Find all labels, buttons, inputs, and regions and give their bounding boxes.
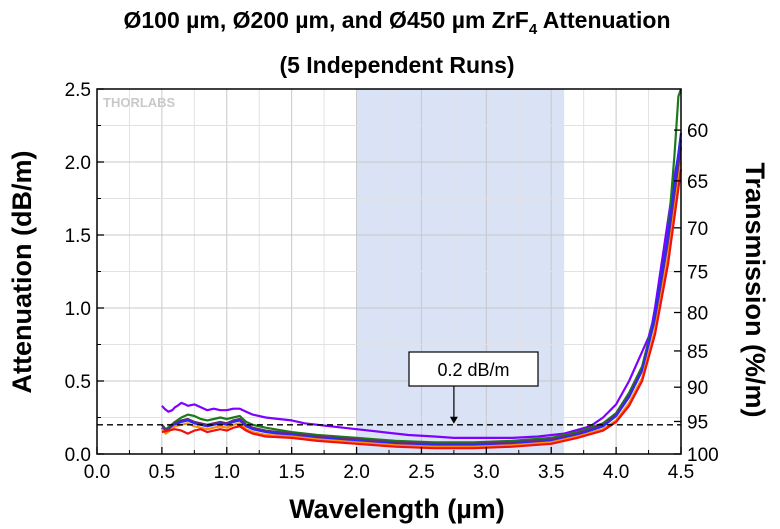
series-line-6 [161, 169, 683, 450]
x-tick-label: 1.5 [278, 462, 304, 483]
y-tick-label: 1.5 [65, 226, 91, 247]
y-tick-label: 2.0 [65, 153, 91, 174]
thorlabs-watermark: THORLABS [103, 95, 176, 110]
x-tick-label: 0.5 [149, 462, 175, 483]
grid-layer [97, 89, 681, 454]
series-line-2 [161, 88, 683, 444]
y2-tick-label: 85 [687, 342, 708, 363]
x-tick-label: 4.5 [668, 462, 694, 483]
y-tick-label: 2.5 [65, 80, 91, 101]
x-tick-label: 2.0 [343, 462, 369, 483]
tick-layer: 0.0 0.5 1.0 1.5 2.0 2.5 3.0 3.5 4.0 4.5 0.0 0.5 1.0 1… [65, 80, 719, 483]
y2-tick-label: 90 [687, 378, 708, 399]
x-tick-label: 4.0 [603, 462, 629, 483]
y2-tick-label: 65 [687, 172, 708, 193]
y-tick-label: 0.0 [65, 445, 91, 466]
y-tick-label: 1.0 [65, 299, 91, 320]
annotation-arrow-head [449, 416, 458, 424]
y2-axis-title: Transmission (%/m) [740, 162, 770, 417]
y2-tick-label: 60 [687, 121, 708, 142]
x-tick-label: 3.5 [538, 462, 564, 483]
annotation-text: 0.2 dB/m [437, 360, 509, 380]
y2-tick-label: 70 [687, 219, 708, 240]
series-line-4 [161, 132, 683, 447]
chart-title-line2: (5 Independent Runs) [279, 52, 514, 78]
y2-tick-label: 75 [687, 263, 708, 284]
chart-title-suffix: Attenuation [537, 7, 670, 33]
x-axis-title: Wavelength (µm) [289, 494, 505, 524]
annotation-box [408, 351, 539, 387]
y2-tick-label: 80 [687, 304, 708, 325]
y-axis-title: Attenuation (dB/m) [7, 151, 37, 394]
y-tick-label: 0.5 [65, 372, 91, 393]
y2-tick-label: 100 [687, 445, 719, 466]
x-tick-label: 1.0 [214, 462, 240, 483]
chart-title-line1: Ø100 µm, Ø200 µm, and Ø450 µm ZrF4 Atten… [124, 7, 671, 38]
series-line-3 [160, 147, 683, 445]
x-tick-label: 0.0 [84, 462, 110, 483]
x-tick-label: 2.5 [408, 462, 434, 483]
chart-title-subscript: 4 [529, 21, 538, 38]
annotation-layer: 0.2 dB/m [408, 351, 539, 424]
chart-title-main: Ø100 µm, Ø200 µm, and Ø450 µm ZrF [124, 7, 529, 33]
y2-tick-label: 95 [687, 412, 708, 433]
x-tick-label: 3.0 [473, 462, 499, 483]
